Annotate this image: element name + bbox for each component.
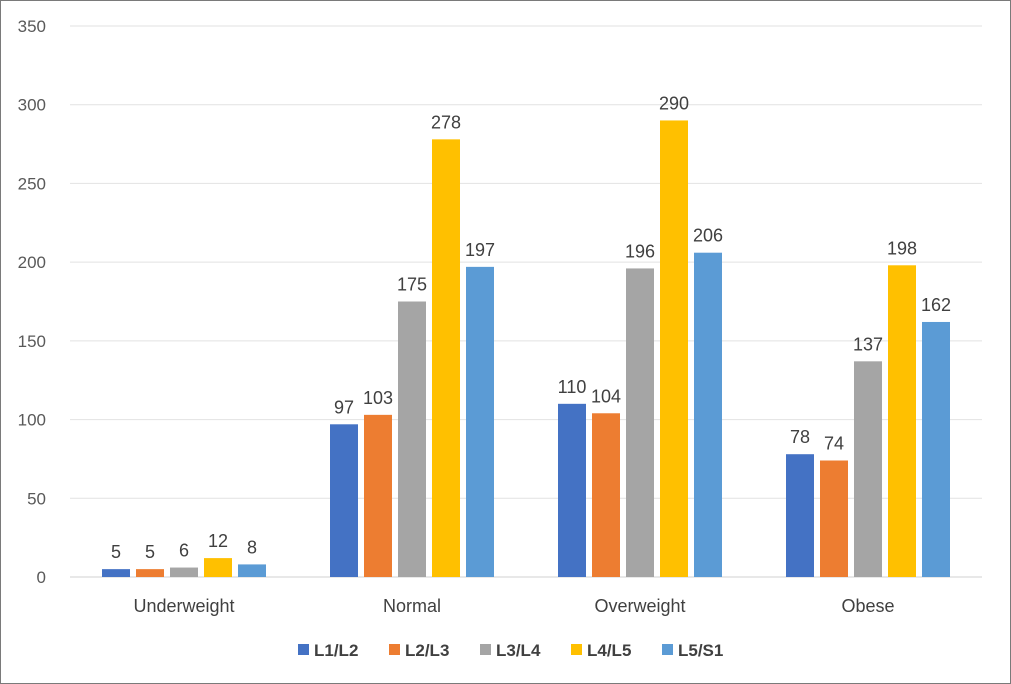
bar [398,301,426,577]
bar [432,139,460,577]
data-label: 12 [208,531,228,551]
data-label: 196 [625,241,655,261]
bar [170,567,198,577]
bar [330,424,358,577]
legend-swatch [298,644,309,655]
legend-item: L5/S1 [662,641,723,660]
data-label: 78 [790,427,810,447]
bar [558,403,586,577]
bar [922,321,950,577]
bar [136,569,164,577]
x-tick-label: Obese [841,596,894,616]
legend-item: L3/L4 [480,641,541,660]
bar [694,252,722,577]
legend-swatch [571,644,582,655]
y-tick-label: 250 [18,174,46,193]
data-label: 197 [465,240,495,260]
data-label: 110 [558,377,587,397]
legend-label: L3/L4 [496,641,541,660]
legend-item: L2/L3 [389,641,449,660]
bar [238,564,266,577]
bar [888,265,916,577]
bar [626,268,654,577]
bars [102,120,950,577]
data-label: 5 [111,542,121,562]
data-label: 97 [334,397,354,417]
y-axis-tick-labels: 0 50 100 150 200 250 300 350 [18,17,46,587]
data-label: 175 [397,275,427,295]
data-label: 104 [591,386,621,406]
bar [204,558,232,577]
data-label: 162 [921,295,951,315]
y-tick-label: 50 [27,489,46,508]
bar [102,569,130,577]
legend-label: L1/L2 [314,641,358,660]
bar [364,414,392,577]
bar [660,120,688,577]
data-label: 278 [431,112,461,132]
bar [786,454,814,577]
data-label: 8 [247,537,257,557]
x-tick-label: Underweight [133,596,234,616]
data-label: 74 [824,434,844,454]
y-tick-label: 350 [18,17,46,36]
data-label: 198 [887,238,917,258]
legend-swatch [480,644,491,655]
data-label: 6 [179,541,189,561]
x-tick-label: Overweight [594,596,685,616]
y-tick-label: 200 [18,253,46,272]
y-tick-label: 150 [18,332,46,351]
x-tick-label: Normal [383,596,441,616]
legend: L1/L2 L2/L3 L3/L4 L4/L5 L5/S1 [298,641,723,660]
data-label: 103 [363,388,393,408]
data-labels: 5 5 6 12 8 97 103 175 278 197 110 104 196 290 206 78 74 1… [111,93,951,562]
legend-item: L4/L5 [571,641,631,660]
legend-item: L1/L2 [298,641,358,660]
data-label: 206 [693,226,723,246]
data-label: 5 [145,542,155,562]
y-tick-label: 300 [18,96,46,115]
bar [592,413,620,577]
x-axis-category-labels: Underweight Normal Overweight Obese [133,596,894,616]
legend-swatch [389,644,400,655]
legend-swatch [662,644,673,655]
legend-label: L2/L3 [405,641,449,660]
bar [466,266,494,577]
legend-label: L5/S1 [678,641,723,660]
legend-label: L4/L5 [587,641,631,660]
y-tick-label: 0 [37,568,46,587]
y-tick-label: 100 [18,411,46,430]
data-label: 137 [853,334,883,354]
data-label: 290 [659,93,689,113]
bar [820,460,848,577]
bar [854,361,882,577]
